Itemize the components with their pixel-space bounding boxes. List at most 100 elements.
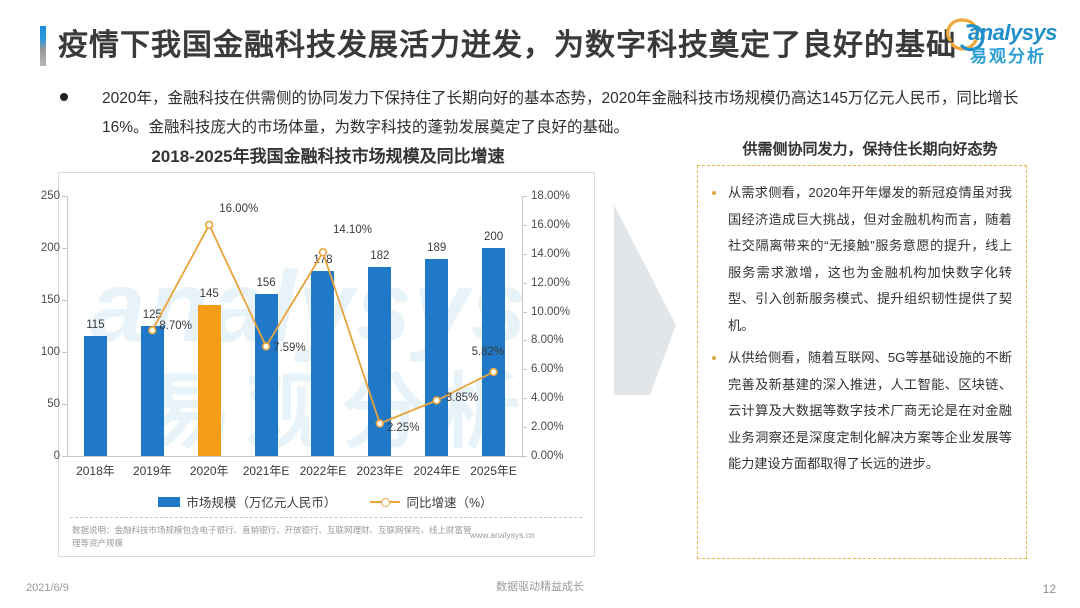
chart-tick-mark <box>62 248 67 249</box>
chart-y-tick-left: 150 <box>40 294 60 306</box>
footer-tagline: 数据驱动精益成长 <box>496 581 584 593</box>
chart-growth-label: 8.70% <box>159 320 192 333</box>
chart-growth-label: 2.25% <box>386 421 420 434</box>
chart-bar <box>311 270 335 456</box>
panel-bullet-dot-icon <box>712 191 716 195</box>
chart-bar-label: 115 <box>86 319 105 332</box>
panel-item-text: 从供给侧看，随着互联网、5G等基础设施的不断完善及新基建的深入推进，人工智能、区… <box>728 350 1012 471</box>
chart-tick-mark <box>522 282 527 284</box>
chart-y-tick-right: 2.00% <box>531 421 564 434</box>
chart-x-label: 2020年 <box>189 464 229 478</box>
chart-tick-mark <box>522 253 527 255</box>
legend-item-market-size: 市场规模（万亿元人民币） <box>158 492 336 511</box>
footer-date: 2021/6/9 <box>26 582 69 594</box>
chart-tick-mark <box>62 300 67 301</box>
chart-growth-label: 16.00% <box>219 202 259 215</box>
chart-x-label: 2022年E <box>299 464 347 478</box>
chart-x-label: 2023年E <box>356 464 404 478</box>
legend-label-market-size: 市场规模（万亿元人民币） <box>186 496 337 510</box>
chart-x-label: 2024年E <box>413 464 461 478</box>
chart-card <box>58 172 595 557</box>
chart-bar-label: 182 <box>370 249 390 262</box>
flow-arrow-icon <box>614 205 676 395</box>
chart-tick-mark <box>522 311 527 313</box>
chart-bar <box>83 336 107 456</box>
chart-tick-mark <box>522 456 527 457</box>
chart-tick-mark <box>522 224 527 226</box>
chart-tick-mark <box>62 196 67 197</box>
chart-bar-label: 125 <box>142 309 162 321</box>
chart-tick-mark <box>62 404 67 405</box>
chart-bar-label: 178 <box>313 253 333 266</box>
chart-y-tick-right: 18.00% <box>531 190 571 202</box>
chart-y-tick-left: 200 <box>40 242 60 254</box>
chart-growth-label: 5.82% <box>471 345 505 358</box>
chart-y-tick-right: 10.00% <box>531 305 571 318</box>
logo-swirl-icon <box>946 18 985 52</box>
chart-tick-mark <box>522 369 527 371</box>
chart-note-divider <box>70 517 582 518</box>
page-title: 疫情下我国金融科技发展活力迸发，为数字科技奠定了良好的基础 <box>58 29 957 62</box>
legend-swatch-bar-icon <box>158 496 181 507</box>
insight-panel: 从需求侧看，2020年开年爆发的新冠疫情虽对我国经济造成巨大挑战，但对金融机构而… <box>697 165 1027 559</box>
chart-y-tick-left: 50 <box>47 398 60 410</box>
chart-bar-label: 189 <box>427 242 447 255</box>
chart-x-axis-labels: 2018年 2019年 2020年 2021年E 2022年E 2023年E 2024年E 2… <box>67 462 522 482</box>
chart-bar <box>482 248 506 456</box>
chart-y-tick-left: 0 <box>53 450 60 462</box>
chart-legend: 市场规模（万亿元人民币） 同比增速（%） <box>58 492 593 511</box>
legend-swatch-line-icon <box>370 497 401 507</box>
panel-bullet-dot-icon <box>712 356 716 360</box>
chart-y-axis-left <box>67 196 68 456</box>
chart-y-tick-right: 0.00% <box>531 450 564 462</box>
chart-bar <box>197 305 221 456</box>
chart-y-tick-right: 14.00% <box>531 247 571 260</box>
chart-plot-area: 0 50 100 150 200 250 0.00% 2.00% 4.00% 6.00% 8.00%… <box>41 190 570 462</box>
title-accent-bar <box>40 26 46 66</box>
chart-tick-mark <box>522 340 527 342</box>
chart-title: 2018-2025年我国金融科技市场规模及同比增速 <box>151 147 505 166</box>
chart-y-tick-right: 8.00% <box>531 334 564 347</box>
lead-paragraph: 2020年，金融科技在供需侧的协同发力下保持住了长期向好的基本态势，2020年金… <box>60 84 1025 142</box>
lead-text: 2020年，金融科技在供需侧的协同发力下保持住了长期向好的基本态势，2020年金… <box>102 90 1019 136</box>
chart-tick-mark <box>522 196 527 197</box>
chart-growth-label: 7.59% <box>273 342 306 355</box>
chart-growth-line <box>148 220 498 428</box>
page-title-row: 疫情下我国金融科技发展活力迸发，为数字科技奠定了良好的基础 <box>40 22 1080 70</box>
chart-bar <box>425 259 449 456</box>
chart-tick-mark <box>522 398 527 400</box>
chart-growth-label: 3.85% <box>445 392 479 405</box>
chart-y-tick-right: 16.00% <box>531 218 571 231</box>
chart-tick-mark <box>522 427 527 429</box>
chart-note: 数据说明：金融科技市场规模包含电子银行、直销银行、开放银行、互联网理财、互联网保… <box>72 525 472 548</box>
chart-bar <box>140 326 164 456</box>
panel-item-text: 从需求侧看，2020年开年爆发的新冠疫情虽对我国经济造成巨大挑战，但对金融机构而… <box>728 185 1012 333</box>
brand-logo: analysys 易观分析 <box>944 8 1068 66</box>
logo-name-en: analysys <box>968 20 1057 45</box>
legend-item-growth-rate: 同比增速（%） <box>370 492 493 511</box>
chart-y-tick-right: 6.00% <box>531 363 564 376</box>
chart-y-tick-left: 100 <box>40 346 60 358</box>
chart-bar-label: 200 <box>483 231 504 243</box>
chart-x-label: 2019年 <box>132 464 172 478</box>
chart-source: www.analysys.cn <box>470 530 535 540</box>
chart-x-label: 2021年E <box>242 464 290 478</box>
panel-list-item: 从需求侧看，2020年开年爆发的新冠疫情虽对我国经济造成巨大挑战，但对金融机构而… <box>712 180 1012 339</box>
chart-growth-label: 14.10% <box>332 224 372 237</box>
logo-name-cn: 易观分析 <box>970 47 1046 66</box>
chart-y-tick-right: 12.00% <box>531 276 571 289</box>
chart-bar-label: 145 <box>199 288 219 301</box>
chart-bar-label: 156 <box>256 276 276 289</box>
chart-y-tick-left: 250 <box>40 190 60 202</box>
chart-x-axis <box>67 456 522 457</box>
chart-y-tick-right: 4.00% <box>531 392 564 405</box>
chart-tick-mark <box>62 456 67 457</box>
legend-label-growth-rate: 同比增速（%） <box>406 496 493 510</box>
panel-list-item: 从供给侧看，随着互联网、5G等基础设施的不断完善及新基建的深入推进，人工智能、区… <box>712 345 1012 478</box>
chart-x-label: 2025年E <box>470 464 517 478</box>
chart-tick-mark <box>62 352 67 353</box>
chart-y-axis-right <box>522 196 523 456</box>
bullet-dot-icon <box>60 93 68 101</box>
chart-x-label: 2018年 <box>76 464 115 478</box>
